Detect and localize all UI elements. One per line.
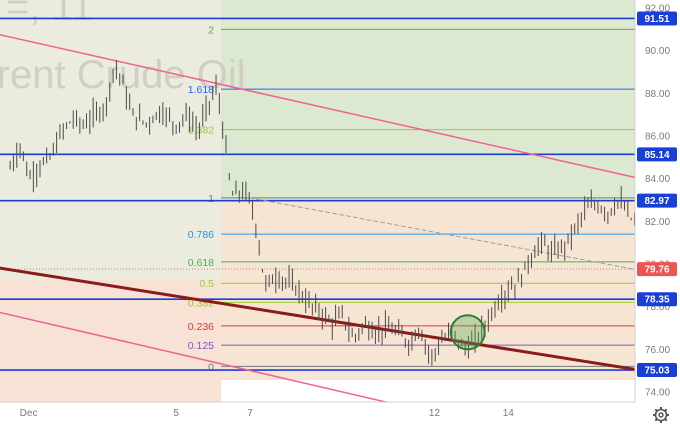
- fib-label-2: 2: [208, 24, 214, 36]
- badge-bg-82.97: [637, 193, 677, 208]
- x-tick-5: 5: [173, 408, 179, 419]
- fib-label-0.786: 0.786: [188, 229, 214, 241]
- y-tick-76: 76.00: [645, 345, 670, 356]
- y-axis-panel: [635, 0, 680, 428]
- x-tick-14: 14: [503, 408, 515, 419]
- badge-85.14: 85.14: [644, 150, 669, 161]
- y-tick-92: 92.00: [645, 4, 670, 15]
- gear-icon[interactable]: [653, 407, 669, 423]
- badge-91.51: 91.51: [644, 14, 669, 25]
- y-tick-84: 84.00: [645, 174, 670, 185]
- x-tick-Dec: Dec: [20, 408, 38, 419]
- fib-orange-zone: [221, 200, 635, 380]
- x-tick-12: 12: [429, 408, 441, 419]
- fib-label-1.382: 1.382: [188, 125, 214, 137]
- fib-green-zone: [221, 0, 635, 200]
- lower-left-zone: [0, 280, 221, 402]
- y-tick-90: 90.00: [645, 46, 670, 57]
- fib-label-1.618: 1.618: [188, 84, 214, 96]
- markers: [449, 314, 486, 351]
- y-tick-74: 74.00: [645, 388, 670, 399]
- gray-region: [0, 0, 221, 280]
- badge-bg-85.14: [637, 147, 677, 162]
- watermark-top: =, 11: [6, 0, 93, 29]
- badge-75.03: 75.03: [644, 366, 669, 377]
- y-tick-78: 78.00: [645, 302, 670, 313]
- fib-levels: 21.6181.38210.7860.6180.50.3820.2360.125…: [188, 24, 635, 373]
- badge-82.97: 82.97: [644, 196, 669, 207]
- y-tick-86: 86.00: [645, 132, 670, 143]
- trendline-support: [0, 266, 635, 371]
- trendline-lower-channel: [0, 311, 389, 402]
- badge-78.35: 78.35: [644, 295, 669, 306]
- fib-label-0: 0: [208, 361, 214, 373]
- x-tick-7: 7: [247, 408, 253, 419]
- y-tick-82: 82.00: [645, 217, 670, 228]
- x-axis: Dec5712141921: [20, 408, 515, 419]
- fib-label-1: 1: [208, 193, 214, 205]
- fib-label-0.5: 0.5: [199, 278, 214, 290]
- candles: [9, 59, 635, 366]
- badge-bg-current: [637, 262, 677, 277]
- fib-label-0.125: 0.125: [188, 340, 214, 352]
- price-badges: 91.51 85.14 82.97 78.35 75.03 79.76: [637, 11, 677, 378]
- badge-current-price: 79.76: [644, 265, 669, 276]
- badge-bg-78.35: [637, 292, 677, 307]
- fib-label-0.236: 0.236: [188, 321, 214, 333]
- fib-label-0.618: 0.618: [188, 257, 214, 269]
- x-axis-panel: [0, 402, 680, 428]
- badge-bg-91.51: [637, 11, 677, 26]
- y-tick-88: 88.00: [645, 89, 670, 100]
- trendline-upper-channel: [0, 33, 635, 179]
- badge-bg-75.03: [637, 363, 677, 378]
- marker-circle-1: [449, 314, 486, 351]
